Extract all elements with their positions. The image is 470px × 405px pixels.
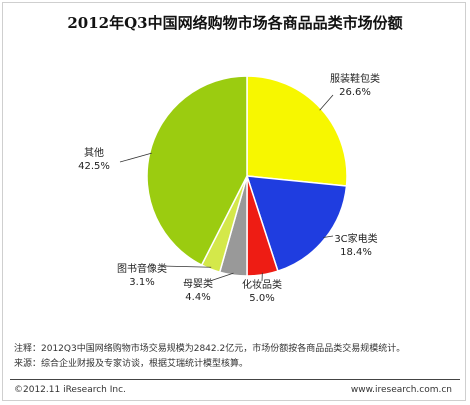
source-text: 来源：综合企业财报及专家访谈，根据艾瑞统计模型核算。 — [14, 359, 249, 369]
chart-title: 2012年Q3中国网络购物市场各商品品类市场份额 — [67, 14, 403, 32]
pie-slice — [146, 75, 248, 267]
slice-label: 3C家电类 — [334, 232, 377, 245]
note-text: 注释：2012Q3中国网络购物市场交易规模为2842.2亿元，市场份额按各商品品… — [14, 344, 406, 354]
leader-line — [323, 235, 334, 238]
slice-label: 服装鞋包类 — [330, 72, 380, 85]
slice-value-label: 5.0% — [249, 293, 274, 304]
leader-line — [119, 152, 152, 163]
website-link[interactable]: www.iresearch.com.cn — [350, 385, 452, 395]
slice-value-label: 42.5% — [78, 161, 110, 172]
slice-value-label: 18.4% — [340, 247, 372, 258]
leader-line — [209, 272, 234, 282]
footer-divider — [10, 379, 460, 380]
leader-line — [319, 94, 334, 111]
leader-line — [161, 265, 212, 268]
slice-value-label: 4.4% — [185, 292, 210, 303]
pie-slice — [246, 75, 348, 187]
slice-value-label: 3.1% — [129, 277, 154, 288]
slice-label: 图书音像类 — [117, 262, 167, 275]
pie-slice — [245, 175, 348, 273]
slice-label: 化妆品类 — [242, 278, 282, 291]
chart-notes: 注释：2012Q3中国网络购物市场交易规模为2842.2亿元，市场份额按各商品品… — [14, 342, 454, 372]
slice-label: 母婴类 — [183, 277, 213, 290]
copyright-text: ©2012.11 iResearch Inc. — [14, 385, 126, 395]
slice-label: 其他 — [84, 146, 104, 159]
slice-value-label: 26.6% — [339, 87, 371, 98]
